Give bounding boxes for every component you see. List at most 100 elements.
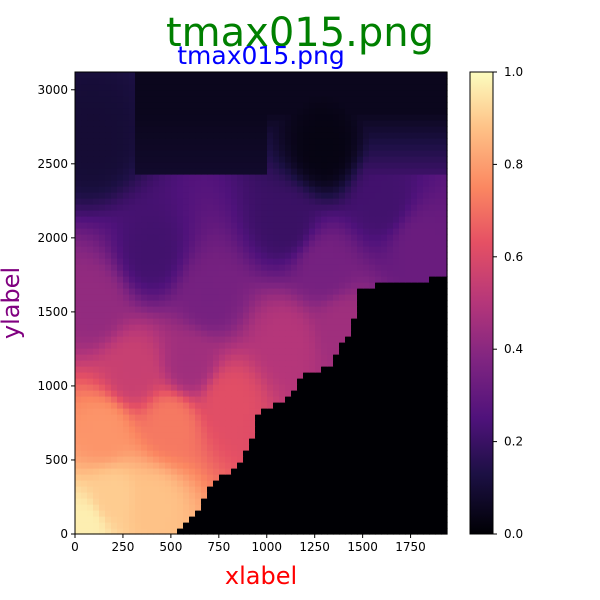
heatmap-cell xyxy=(171,108,178,115)
heatmap-cell xyxy=(75,114,82,121)
heatmap-cell xyxy=(123,444,130,451)
heatmap-cell xyxy=(237,282,244,289)
heatmap-cell xyxy=(225,384,232,391)
heatmap-cell xyxy=(189,150,196,157)
heatmap-cell xyxy=(279,450,286,457)
heatmap-cell xyxy=(159,408,166,415)
heatmap-cell xyxy=(435,150,442,157)
heatmap-cell xyxy=(441,168,448,175)
heatmap-cell xyxy=(423,330,430,337)
heatmap-cell xyxy=(375,198,382,205)
heatmap-cell xyxy=(267,192,274,199)
heatmap-cell xyxy=(159,354,166,361)
heatmap-cell xyxy=(351,438,358,445)
heatmap-cell xyxy=(243,438,250,445)
heatmap-cell xyxy=(309,414,316,421)
heatmap-cell xyxy=(105,384,112,391)
heatmap-cell xyxy=(237,402,244,409)
heatmap-cell xyxy=(75,516,82,523)
heatmap-cell xyxy=(207,276,214,283)
heatmap-cell xyxy=(183,156,190,163)
heatmap-cell xyxy=(267,246,274,253)
heatmap-cell xyxy=(141,504,148,511)
heatmap-cell xyxy=(369,234,376,241)
heatmap-cell xyxy=(417,234,424,241)
heatmap-cell xyxy=(381,456,388,463)
heatmap-cell xyxy=(237,420,244,427)
heatmap-cell xyxy=(201,492,208,499)
heatmap-cell xyxy=(273,432,280,439)
heatmap-cell xyxy=(393,342,400,349)
heatmap-cell xyxy=(297,378,304,385)
heatmap-cell xyxy=(123,402,130,409)
heatmap-cell xyxy=(291,498,298,505)
heatmap-cell xyxy=(231,234,238,241)
heatmap-cell xyxy=(405,252,412,259)
heatmap-cell xyxy=(75,72,82,79)
heatmap-cell xyxy=(147,234,154,241)
heatmap-cell xyxy=(387,438,394,445)
heatmap-cell xyxy=(249,192,256,199)
heatmap-cell xyxy=(171,396,178,403)
heatmap-cell xyxy=(363,360,370,367)
heatmap-cell xyxy=(237,156,244,163)
heatmap-cell xyxy=(201,282,208,289)
heatmap-cell xyxy=(297,300,304,307)
heatmap-cell xyxy=(309,258,316,265)
heatmap-cell xyxy=(147,306,154,313)
heatmap-cell xyxy=(183,90,190,97)
heatmap-cell xyxy=(207,504,214,511)
heatmap-cell xyxy=(405,198,412,205)
heatmap-cell xyxy=(291,168,298,175)
heatmap-cell xyxy=(177,408,184,415)
heatmap-cell xyxy=(207,282,214,289)
heatmap-cell xyxy=(189,162,196,169)
heatmap-cell xyxy=(369,264,376,271)
heatmap-cell xyxy=(393,372,400,379)
heatmap-cell xyxy=(201,396,208,403)
heatmap-cell xyxy=(123,372,130,379)
heatmap-cell xyxy=(183,234,190,241)
heatmap-cell xyxy=(81,474,88,481)
heatmap-cell xyxy=(351,282,358,289)
heatmap-cell xyxy=(165,456,172,463)
heatmap-cell xyxy=(141,378,148,385)
heatmap-cell xyxy=(285,474,292,481)
heatmap-cell xyxy=(195,342,202,349)
heatmap-cell xyxy=(381,498,388,505)
heatmap-cell xyxy=(411,258,418,265)
heatmap-cell xyxy=(147,288,154,295)
heatmap-cell xyxy=(147,432,154,439)
heatmap-cell xyxy=(219,504,226,511)
heatmap-cell xyxy=(387,402,394,409)
heatmap-cell xyxy=(363,276,370,283)
heatmap-cell xyxy=(261,72,268,79)
heatmap-cell xyxy=(417,378,424,385)
heatmap-cell xyxy=(219,132,226,139)
heatmap-cell xyxy=(159,372,166,379)
heatmap-cell xyxy=(189,234,196,241)
heatmap-cell xyxy=(321,510,328,517)
heatmap-cell xyxy=(285,216,292,223)
heatmap-cell xyxy=(417,126,424,133)
heatmap-cell xyxy=(321,240,328,247)
heatmap-cell xyxy=(333,240,340,247)
heatmap-cell xyxy=(375,486,382,493)
heatmap-cell xyxy=(315,114,322,121)
heatmap-cell xyxy=(363,126,370,133)
heatmap-cell xyxy=(243,390,250,397)
heatmap-cell xyxy=(135,522,142,529)
heatmap-cell xyxy=(321,354,328,361)
heatmap-cell xyxy=(423,84,430,91)
heatmap-cell xyxy=(243,282,250,289)
heatmap-cell xyxy=(189,354,196,361)
heatmap-cell xyxy=(105,150,112,157)
heatmap-cell xyxy=(357,306,364,313)
heatmap-cell xyxy=(261,252,268,259)
heatmap-cell xyxy=(375,510,382,517)
heatmap-cell xyxy=(399,138,406,145)
heatmap-cell xyxy=(129,132,136,139)
heatmap-cell xyxy=(165,264,172,271)
heatmap-cell xyxy=(219,462,226,469)
heatmap-cell xyxy=(105,72,112,79)
